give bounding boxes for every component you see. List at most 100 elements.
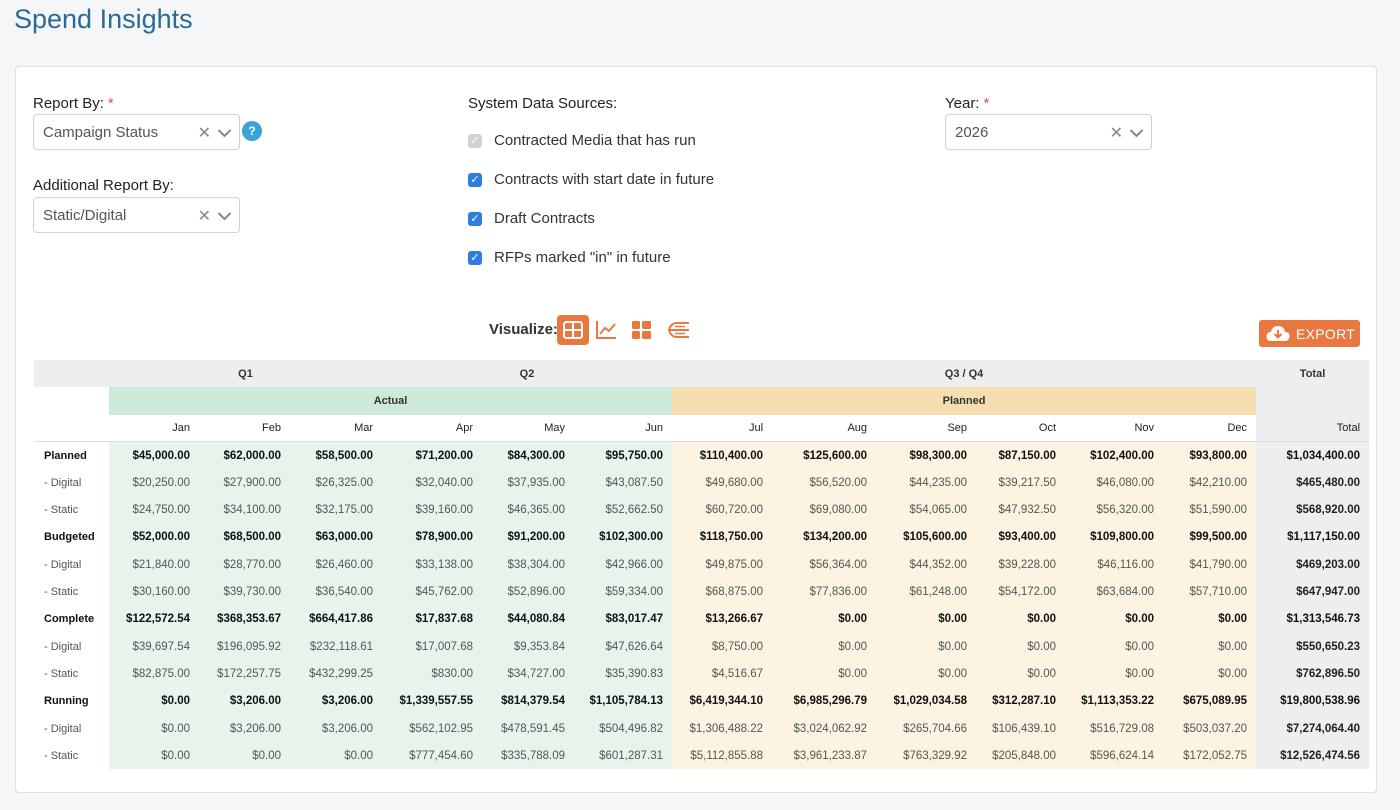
table-cell: $41,790.00 <box>1163 551 1257 579</box>
row-label: - Static <box>44 504 79 517</box>
row-total: $12,526,474.56 <box>1256 742 1370 770</box>
additional-report-by-label: Additional Report By: <box>33 177 174 194</box>
table-cell: $49,680.00 <box>672 469 773 497</box>
table-row: - Static $30,160.00 $39,730.00 $36,540.00 $4… <box>34 578 1370 606</box>
table-cell: $54,172.00 <box>976 578 1066 606</box>
table-cell: $0.00 <box>199 742 290 770</box>
table-cell: $0.00 <box>976 660 1066 688</box>
table-row: Running $0.00 $3,206.00 $3,206.00 $1,339,557… <box>34 687 1370 715</box>
table-cell: $44,352.00 <box>876 551 977 579</box>
month-header: Nov <box>1065 414 1164 443</box>
table-cell: $58,500.00 <box>290 441 383 470</box>
month-header: Feb <box>199 414 290 443</box>
table-cell: $1,306,488.22 <box>672 714 773 743</box>
table-cell: $45,762.00 <box>382 578 483 606</box>
table-cell: $51,590.00 <box>1163 496 1257 524</box>
checkbox[interactable]: ✓ <box>468 173 482 187</box>
table-cell: $82,875.00 <box>109 660 199 688</box>
month-header: Dec <box>1163 414 1257 443</box>
table-cell: $61,248.00 <box>876 578 977 606</box>
row-total: $550,650.23 <box>1256 632 1370 661</box>
table-cell: $232,118.61 <box>290 632 383 661</box>
clear-icon[interactable]: ✕ <box>1109 125 1123 142</box>
table-cell: $46,116.00 <box>1065 551 1164 579</box>
chevron-down-icon[interactable] <box>217 208 232 225</box>
cloud-download-icon <box>1265 324 1291 346</box>
grid-view-button[interactable] <box>625 315 657 345</box>
group-header-row: Actual Planned <box>34 387 1370 415</box>
export-button[interactable]: EXPORT <box>1259 320 1360 347</box>
additional-report-by-select[interactable]: Static/Digital ✕ <box>33 197 240 233</box>
table-cell: $78,900.00 <box>382 523 483 552</box>
year-select[interactable]: 2026 ✕ <box>945 114 1152 150</box>
table-cell: $0.00 <box>772 660 877 688</box>
table-cell: $77,836.00 <box>772 578 877 606</box>
checkbox[interactable]: ✓ <box>468 251 482 265</box>
table-cell: $63,684.00 <box>1065 578 1164 606</box>
table-cell: $516,729.08 <box>1065 714 1164 743</box>
checkbox: ✓ <box>468 134 482 148</box>
table-cell: $68,500.00 <box>199 523 290 552</box>
checkbox[interactable]: ✓ <box>468 212 482 226</box>
clear-icon[interactable]: ✕ <box>197 125 211 142</box>
row-total: $1,313,546.73 <box>1256 605 1370 633</box>
month-header: May <box>482 414 575 443</box>
quarter-header-row: Q1 Q2 Q3 / Q4 Total <box>34 360 1370 388</box>
table-cell: $49,875.00 <box>672 551 773 579</box>
month-header: Mar <box>290 414 383 443</box>
table-cell: $36,540.00 <box>290 578 383 606</box>
year-label: Year: * <box>945 95 990 112</box>
table-cell: $56,520.00 <box>772 469 877 497</box>
required-mark: * <box>107 95 114 112</box>
row-label: Complete <box>44 613 95 626</box>
table-cell: $45,000.00 <box>109 441 199 470</box>
table-cell: $54,065.00 <box>876 496 977 524</box>
row-label: - Digital <box>44 640 82 653</box>
month-header: Jun <box>574 414 673 443</box>
table-cell: $68,875.00 <box>672 578 773 606</box>
table-cell: $0.00 <box>1163 605 1257 633</box>
flow-view-button[interactable] <box>663 315 695 345</box>
table-cell: $0.00 <box>876 660 977 688</box>
table-cell: $56,320.00 <box>1065 496 1164 524</box>
help-icon[interactable]: ? <box>242 121 262 141</box>
quarter-q1: Q1 <box>109 360 383 388</box>
table-cell: $52,000.00 <box>109 523 199 552</box>
table-cell: $59,334.00 <box>574 578 673 606</box>
table-cell: $84,300.00 <box>482 441 575 470</box>
report-by-select[interactable]: Campaign Status ✕ <box>33 114 240 150</box>
table-row: - Digital $21,840.00 $28,770.00 $26,460.00 $… <box>34 551 1370 579</box>
table-cell: $134,200.00 <box>772 523 877 552</box>
table-cell: $38,304.00 <box>482 551 575 579</box>
table-cell: $4,516.67 <box>672 660 773 688</box>
table-cell: $106,439.10 <box>976 714 1066 743</box>
table-cell: $763,329.92 <box>876 742 977 770</box>
spend-table: Q1 Q2 Q3 / Q4 Total Actual Planned Jan Fe… <box>34 360 1370 770</box>
table-cell: $24,750.00 <box>109 496 199 524</box>
table-cell: $26,460.00 <box>290 551 383 579</box>
month-header: Jul <box>672 414 773 443</box>
clear-icon[interactable]: ✕ <box>197 208 211 225</box>
table-row: - Digital $39,697.54 $196,095.92 $232,118.6… <box>34 632 1370 661</box>
table-row: - Static $0.00 $0.00 $0.00 $777,454.60 $335,7… <box>34 742 1370 770</box>
line-chart-icon <box>596 321 616 339</box>
table-cell: $52,662.50 <box>574 496 673 524</box>
table-cell: $3,961,233.87 <box>772 742 877 770</box>
month-header: Aug <box>772 414 877 443</box>
table-cell: $93,400.00 <box>976 523 1066 552</box>
table-cell: $39,217.50 <box>976 469 1066 497</box>
table-cell: $35,390.83 <box>574 660 673 688</box>
table-view-button[interactable] <box>557 315 589 345</box>
table-cell: $20,250.00 <box>109 469 199 497</box>
row-total: $1,034,400.00 <box>1256 441 1370 470</box>
table-cell: $675,089.95 <box>1163 687 1257 715</box>
grid-icon <box>632 321 651 339</box>
month-header: Sep <box>876 414 977 443</box>
line-chart-view-button[interactable] <box>591 315 623 345</box>
chevron-down-icon[interactable] <box>217 125 232 142</box>
chevron-down-icon[interactable] <box>1129 125 1144 142</box>
table-icon <box>563 321 583 339</box>
table-cell: $368,353.67 <box>199 605 290 633</box>
table-cell: $0.00 <box>109 742 199 770</box>
row-label: Budgeted <box>44 531 95 544</box>
